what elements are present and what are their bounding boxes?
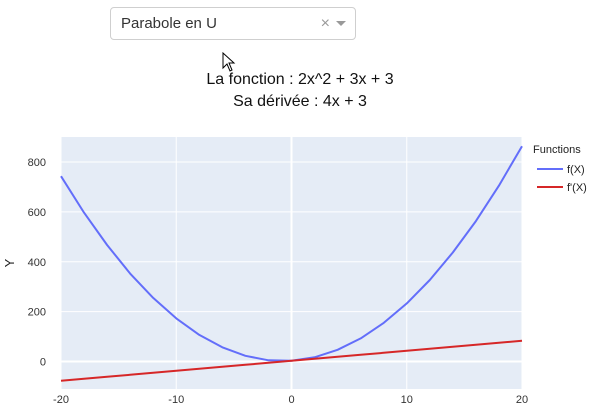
legend: Functions f(X) f'(X) (533, 144, 587, 194)
dropdown-selected-value: Parabole en U (121, 15, 217, 32)
series-lines (60, 145, 523, 382)
caret-down-icon[interactable] (336, 21, 346, 26)
series-line-f-prime (60, 339, 523, 382)
legend-title: Functions (533, 144, 581, 156)
derivative-formula: Sa dérivée : 4x + 3 (233, 93, 367, 110)
legend-label[interactable]: f'(X) (567, 182, 587, 194)
y-axis-ticks: 0 200 400 600 800 (28, 157, 46, 369)
y-tick-label: 400 (28, 257, 46, 269)
y-axis-label: Y (2, 258, 17, 267)
y-tick-label: 0 (40, 357, 46, 369)
function-formula: La fonction : 2x^2 + 3x + 3 (206, 71, 394, 88)
clear-icon[interactable]: × (320, 14, 330, 32)
function-dropdown[interactable]: Parabole en U × (110, 7, 356, 40)
y-tick-label: 200 (28, 307, 46, 319)
y-tick-label: 600 (28, 207, 46, 219)
mouse-cursor-icon (222, 52, 236, 72)
x-axis-ticks: -20 -10 0 10 20 (53, 394, 528, 406)
legend-label[interactable]: f(X) (567, 164, 585, 176)
y-tick-label: 800 (28, 157, 46, 169)
x-tick-label: -20 (53, 394, 69, 406)
x-tick-label: 0 (288, 394, 294, 406)
x-tick-label: 10 (401, 394, 413, 406)
x-tick-label: -10 (168, 394, 184, 406)
x-tick-label: 20 (516, 394, 528, 406)
